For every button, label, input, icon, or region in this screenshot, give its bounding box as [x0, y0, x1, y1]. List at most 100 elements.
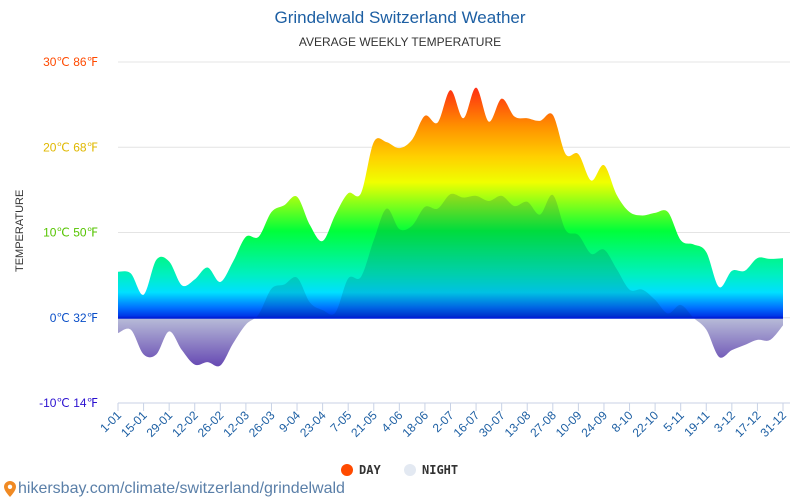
day-point[interactable] — [307, 222, 313, 228]
night-point[interactable] — [307, 299, 313, 305]
night-point[interactable] — [511, 203, 517, 209]
legend-item-night[interactable]: NIGHT — [404, 463, 458, 477]
day-point[interactable] — [550, 112, 556, 118]
night-point[interactable] — [678, 302, 684, 308]
night-point[interactable] — [575, 232, 581, 238]
day-point[interactable] — [563, 151, 569, 157]
day-point[interactable] — [409, 137, 415, 143]
day-point[interactable] — [345, 190, 351, 196]
night-point[interactable] — [588, 251, 594, 257]
day-point[interactable] — [268, 209, 274, 215]
night-point[interactable] — [537, 212, 543, 218]
night-point[interactable] — [409, 223, 415, 229]
day-point[interactable] — [141, 292, 147, 298]
night-point[interactable] — [358, 274, 364, 280]
day-point[interactable] — [396, 145, 402, 151]
day-point[interactable] — [703, 249, 709, 255]
day-point[interactable] — [652, 210, 658, 216]
night-point[interactable] — [767, 337, 773, 343]
night-point[interactable] — [742, 342, 748, 348]
night-point[interactable] — [166, 328, 172, 334]
day-point[interactable] — [690, 241, 696, 247]
night-point[interactable] — [345, 276, 351, 282]
night-point[interactable] — [601, 247, 607, 253]
day-point[interactable] — [179, 282, 185, 288]
day-point[interactable] — [448, 87, 454, 93]
night-point[interactable] — [371, 237, 377, 243]
day-point[interactable] — [575, 151, 581, 157]
night-point[interactable] — [729, 347, 735, 353]
night-point[interactable] — [780, 322, 786, 328]
night-point[interactable] — [294, 275, 300, 281]
night-point[interactable] — [652, 297, 658, 303]
night-point[interactable] — [384, 206, 390, 212]
day-point[interactable] — [588, 177, 594, 183]
day-point[interactable] — [486, 119, 492, 125]
day-point[interactable] — [281, 202, 287, 208]
day-point[interactable] — [499, 96, 505, 102]
night-point[interactable] — [243, 322, 249, 328]
night-point[interactable] — [690, 315, 696, 321]
day-point[interactable] — [243, 234, 249, 240]
night-point[interactable] — [614, 266, 620, 272]
night-point[interactable] — [627, 287, 633, 293]
night-point[interactable] — [754, 337, 760, 343]
night-point[interactable] — [448, 191, 454, 197]
day-point[interactable] — [230, 258, 236, 264]
night-point[interactable] — [320, 307, 326, 313]
night-point[interactable] — [716, 354, 722, 360]
day-point[interactable] — [537, 118, 543, 124]
night-point[interactable] — [256, 311, 262, 317]
night-point[interactable] — [192, 362, 198, 368]
night-point[interactable] — [128, 327, 134, 333]
night-point[interactable] — [281, 282, 287, 288]
day-point[interactable] — [217, 279, 223, 285]
night-point[interactable] — [639, 287, 645, 293]
day-point[interactable] — [729, 268, 735, 274]
night-point[interactable] — [332, 310, 338, 316]
day-point[interactable] — [665, 209, 671, 215]
day-point[interactable] — [192, 276, 198, 282]
day-point[interactable] — [742, 268, 748, 274]
day-point[interactable] — [256, 234, 262, 240]
day-point[interactable] — [524, 115, 530, 121]
night-point[interactable] — [396, 226, 402, 232]
day-point[interactable] — [115, 269, 121, 275]
day-point[interactable] — [716, 284, 722, 290]
night-point[interactable] — [230, 340, 236, 346]
day-point[interactable] — [320, 238, 326, 244]
night-point[interactable] — [153, 351, 159, 357]
footer-link[interactable]: hikersbay.com/climate/switzerland/grinde… — [4, 480, 345, 498]
night-point[interactable] — [460, 195, 466, 201]
night-point[interactable] — [435, 206, 441, 212]
night-point[interactable] — [499, 193, 505, 199]
night-point[interactable] — [703, 327, 709, 333]
night-point[interactable] — [550, 192, 556, 198]
day-point[interactable] — [678, 237, 684, 243]
day-point[interactable] — [128, 270, 134, 276]
day-point[interactable] — [358, 190, 364, 196]
day-point[interactable] — [422, 113, 428, 119]
day-point[interactable] — [166, 258, 172, 264]
night-point[interactable] — [422, 204, 428, 210]
night-point[interactable] — [268, 286, 274, 292]
night-point[interactable] — [179, 347, 185, 353]
day-point[interactable] — [754, 255, 760, 261]
night-point[interactable] — [524, 199, 530, 205]
day-point[interactable] — [601, 162, 607, 168]
day-point[interactable] — [294, 194, 300, 200]
day-point[interactable] — [371, 139, 377, 145]
day-point[interactable] — [614, 192, 620, 198]
night-point[interactable] — [217, 362, 223, 368]
day-point[interactable] — [153, 257, 159, 263]
legend-item-day[interactable]: DAY — [341, 463, 381, 477]
day-point[interactable] — [332, 212, 338, 218]
day-point[interactable] — [205, 264, 211, 270]
day-point[interactable] — [639, 212, 645, 218]
night-point[interactable] — [486, 198, 492, 204]
night-point[interactable] — [473, 193, 479, 199]
day-point[interactable] — [435, 120, 441, 126]
night-point[interactable] — [205, 359, 211, 365]
night-point[interactable] — [563, 227, 569, 233]
day-point[interactable] — [780, 255, 786, 261]
